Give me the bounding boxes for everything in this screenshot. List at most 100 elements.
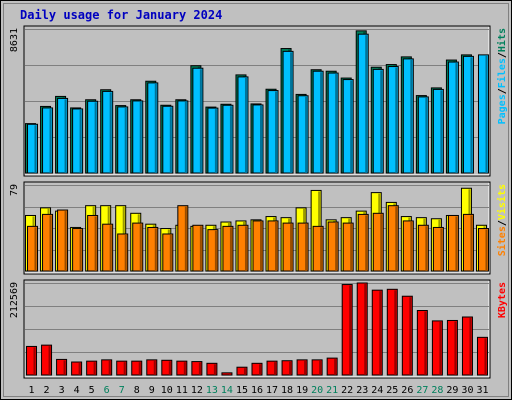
- bar-fill: [372, 212, 384, 272]
- bar-fill: [206, 362, 218, 376]
- bar-shade: [335, 223, 338, 271]
- bar-shade: [335, 74, 338, 173]
- bar-fill: [132, 222, 144, 272]
- legend-entry: /: [497, 220, 508, 226]
- bar-shade: [454, 321, 457, 375]
- bar-shade: [228, 373, 231, 375]
- x-tick-label: 17: [266, 385, 278, 396]
- bar-sites-23: [357, 213, 369, 272]
- bar-fill: [71, 361, 83, 376]
- bar-shade: [380, 214, 383, 271]
- bar-shade: [305, 224, 308, 271]
- bar-shade: [124, 234, 127, 271]
- x-tick-label: 13: [206, 385, 218, 396]
- bar-kbytes-28: [431, 320, 443, 376]
- bar-fill: [252, 220, 264, 272]
- bar-files-18: [282, 50, 294, 174]
- x-tick-label: 16: [251, 385, 263, 396]
- bar-files-5: [87, 100, 99, 174]
- x-tick-label: 31: [476, 385, 488, 396]
- bar-shade: [169, 107, 172, 173]
- bar-fill: [237, 76, 249, 174]
- bar-fill: [357, 213, 369, 272]
- legend-entry: Pages: [497, 94, 508, 124]
- x-tick-label: 27: [416, 385, 428, 396]
- bar-fill: [221, 372, 233, 376]
- bar-shade: [425, 226, 428, 271]
- x-tick-label: 29: [446, 385, 458, 396]
- bar-kbytes-10: [161, 359, 173, 376]
- bar-shade: [139, 224, 142, 271]
- bar-shade: [410, 221, 413, 271]
- bar-sites-7: [117, 233, 129, 272]
- bar-kbytes-8: [131, 360, 143, 376]
- y-max-label: 212569: [9, 282, 20, 318]
- bar-shade: [183, 362, 186, 375]
- bar-sites-3: [57, 209, 69, 272]
- bar-shade: [409, 297, 412, 375]
- x-tick-label: 18: [281, 385, 293, 396]
- bar-files-7: [117, 106, 129, 174]
- bar-fill: [461, 316, 473, 376]
- bar-files-10: [162, 105, 174, 174]
- bar-fill: [417, 224, 429, 272]
- bar-fill: [102, 90, 114, 174]
- x-tick-label: 22: [341, 385, 353, 396]
- bar-files-6: [102, 90, 114, 174]
- bar-fill: [87, 100, 99, 174]
- bar-kbytes-25: [386, 288, 398, 376]
- bar-shade: [275, 221, 278, 271]
- x-tick-label: 6: [104, 385, 110, 396]
- bar-shade: [350, 80, 353, 173]
- x-tick-label: 24: [371, 385, 383, 396]
- bar-sites-2: [42, 213, 54, 272]
- bar-fill: [146, 359, 158, 376]
- bar-shade: [214, 230, 217, 271]
- bar-kbytes-17: [266, 360, 278, 376]
- bar-fill: [57, 209, 69, 272]
- panel-visits-sites: 79 Sites/Visits: [9, 181, 508, 275]
- bar-shade: [108, 360, 111, 375]
- bar-files-29: [447, 61, 459, 174]
- bar-sites-15: [237, 224, 249, 272]
- bar-fill: [207, 107, 219, 174]
- bar-fill: [72, 228, 84, 272]
- bar-files-11: [177, 100, 189, 174]
- bar-fill: [297, 222, 309, 272]
- bar-shade: [365, 215, 368, 271]
- bar-fill: [117, 233, 129, 272]
- bar-shade: [350, 224, 353, 271]
- bar-fill: [477, 228, 489, 272]
- bar-fill: [446, 319, 458, 376]
- bar-kbytes-30: [461, 316, 473, 376]
- bar-files-2: [42, 107, 54, 174]
- bar-sites-4: [72, 228, 84, 272]
- bar-fill: [327, 72, 339, 174]
- bar-fill: [297, 95, 309, 174]
- bar-sites-30: [462, 213, 474, 272]
- bar-fill: [132, 100, 144, 174]
- bar-shade: [199, 69, 202, 173]
- bar-shade: [123, 362, 126, 375]
- bar-shade: [365, 35, 368, 174]
- bar-fill: [147, 226, 159, 272]
- x-tick-label: 9: [149, 385, 155, 396]
- bar-files-12: [192, 67, 204, 174]
- bar-fill: [326, 357, 338, 376]
- bar-shade: [34, 125, 37, 173]
- bar-fill: [387, 205, 399, 272]
- bar-sites-27: [417, 224, 429, 272]
- bar-sites-20: [312, 225, 324, 272]
- series-files: [27, 33, 489, 174]
- bar-shade: [93, 362, 96, 375]
- bar-shade: [259, 364, 261, 375]
- bar-kbytes-1: [26, 345, 38, 376]
- x-tick-label: 2: [44, 385, 50, 396]
- x-tick-label: 15: [236, 385, 248, 396]
- bar-files-1: [27, 123, 39, 174]
- bar-sites-17: [267, 220, 279, 272]
- series-sites: [27, 205, 489, 272]
- bar-fill: [371, 289, 383, 376]
